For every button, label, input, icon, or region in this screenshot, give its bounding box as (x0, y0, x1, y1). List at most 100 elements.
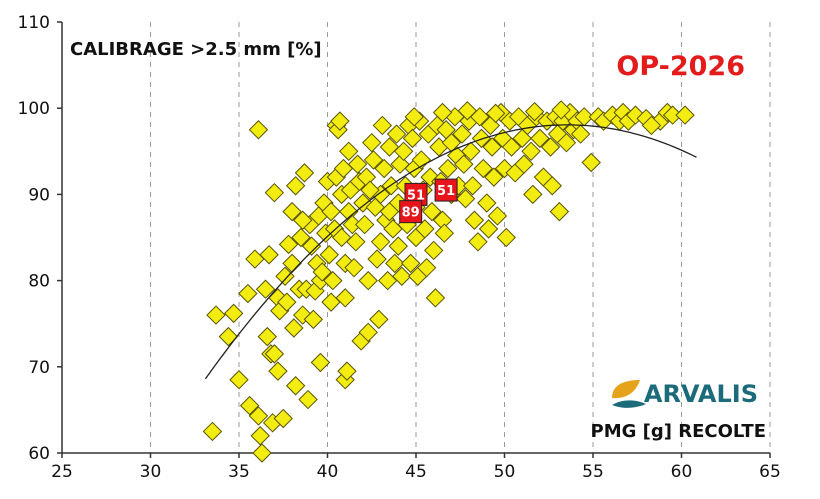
data-point (455, 189, 476, 209)
data-point (542, 176, 562, 196)
trendline-layer (204, 124, 697, 380)
data-point (452, 124, 472, 144)
data-point (377, 270, 398, 291)
data-point (284, 318, 304, 338)
data-point (485, 103, 506, 124)
data-point (358, 270, 378, 291)
data-point (259, 245, 279, 265)
leaf-icon (612, 400, 646, 408)
data-point (379, 201, 400, 222)
data-point (523, 184, 543, 205)
data-point (278, 234, 299, 255)
data-point (462, 176, 483, 196)
data-point (301, 236, 322, 256)
brand-name: ARVALIS (644, 380, 758, 408)
data-point (323, 270, 343, 291)
data-point (248, 406, 269, 426)
highlight-label: 51 (407, 188, 425, 203)
highlight-box (399, 200, 423, 224)
data-point (250, 426, 270, 446)
tick-labels: 60 70 80 90 100 110 25 30 35 40 45 50 55 60 65 (18, 13, 781, 482)
data-point (245, 249, 265, 269)
data-point (423, 240, 444, 261)
data-point (392, 266, 412, 286)
data-point (202, 421, 223, 442)
data-point (346, 232, 366, 252)
data-point (239, 395, 260, 416)
data-point (282, 201, 302, 222)
highlight-label: 51 (437, 184, 455, 199)
data-point (339, 141, 359, 162)
data-point (354, 214, 375, 235)
data-point (358, 322, 378, 343)
data-point (367, 249, 387, 269)
data-point (372, 115, 393, 136)
data-point (379, 137, 400, 157)
data-point (530, 128, 550, 149)
highlight-marker: 51 (434, 178, 458, 202)
data-point (252, 443, 272, 463)
data-point (521, 141, 541, 162)
data-point (496, 227, 516, 248)
data-point (255, 279, 276, 299)
data-point (360, 180, 380, 200)
data-point (540, 137, 561, 157)
x-tick-label: 40 (317, 462, 339, 482)
data-point (385, 253, 405, 274)
data-point (641, 115, 662, 136)
data-point (298, 389, 318, 410)
x-tick-label: 50 (494, 462, 516, 482)
data-point (482, 137, 502, 157)
data-point (321, 201, 341, 222)
data-point (293, 210, 313, 230)
data-point (310, 352, 331, 373)
data-point (268, 361, 288, 381)
data-point (524, 101, 545, 122)
data-point (432, 102, 453, 123)
data-point (223, 303, 244, 324)
data-point (404, 107, 424, 127)
y-tick-label: 100 (18, 99, 50, 119)
gridlines (150, 22, 771, 453)
data-point (477, 193, 497, 213)
trend-line (204, 124, 697, 380)
data-point (415, 219, 435, 239)
data-point (331, 227, 352, 248)
data-point (393, 141, 414, 162)
highlight-marker: 89 (399, 200, 423, 224)
data-point (416, 257, 437, 278)
data-point (347, 154, 368, 174)
data-point (411, 150, 432, 170)
data-point (273, 408, 293, 429)
y-tick-label: 110 (18, 13, 50, 33)
data-point (264, 182, 285, 203)
data-point (374, 158, 394, 179)
highlight-box (434, 178, 458, 202)
data-points (202, 100, 695, 463)
data-point (330, 111, 350, 131)
highlighted-points: 51 51 89 (399, 178, 458, 224)
x-axis-label: PMG [g] RECOLTE (591, 421, 766, 442)
arvalis-logo: ARVALIS (612, 380, 758, 408)
data-point (457, 101, 478, 121)
x-tick-label: 25 (51, 462, 73, 482)
data-point (473, 158, 493, 179)
data-point (675, 105, 695, 125)
data-point (464, 210, 485, 230)
data-point (312, 262, 332, 282)
y-tick-label: 80 (28, 272, 50, 292)
data-point (434, 223, 455, 243)
x-tick-label: 30 (140, 462, 162, 482)
data-point (471, 128, 492, 149)
data-point (501, 137, 522, 157)
x-tick-label: 55 (582, 462, 604, 482)
chart-tag: OP-2026 (616, 51, 745, 82)
data-point (369, 309, 389, 330)
data-point (362, 132, 382, 153)
data-point (337, 361, 357, 381)
data-point (484, 167, 504, 187)
data-point (291, 227, 311, 248)
highlight-label: 89 (402, 206, 420, 221)
data-point (551, 100, 571, 120)
